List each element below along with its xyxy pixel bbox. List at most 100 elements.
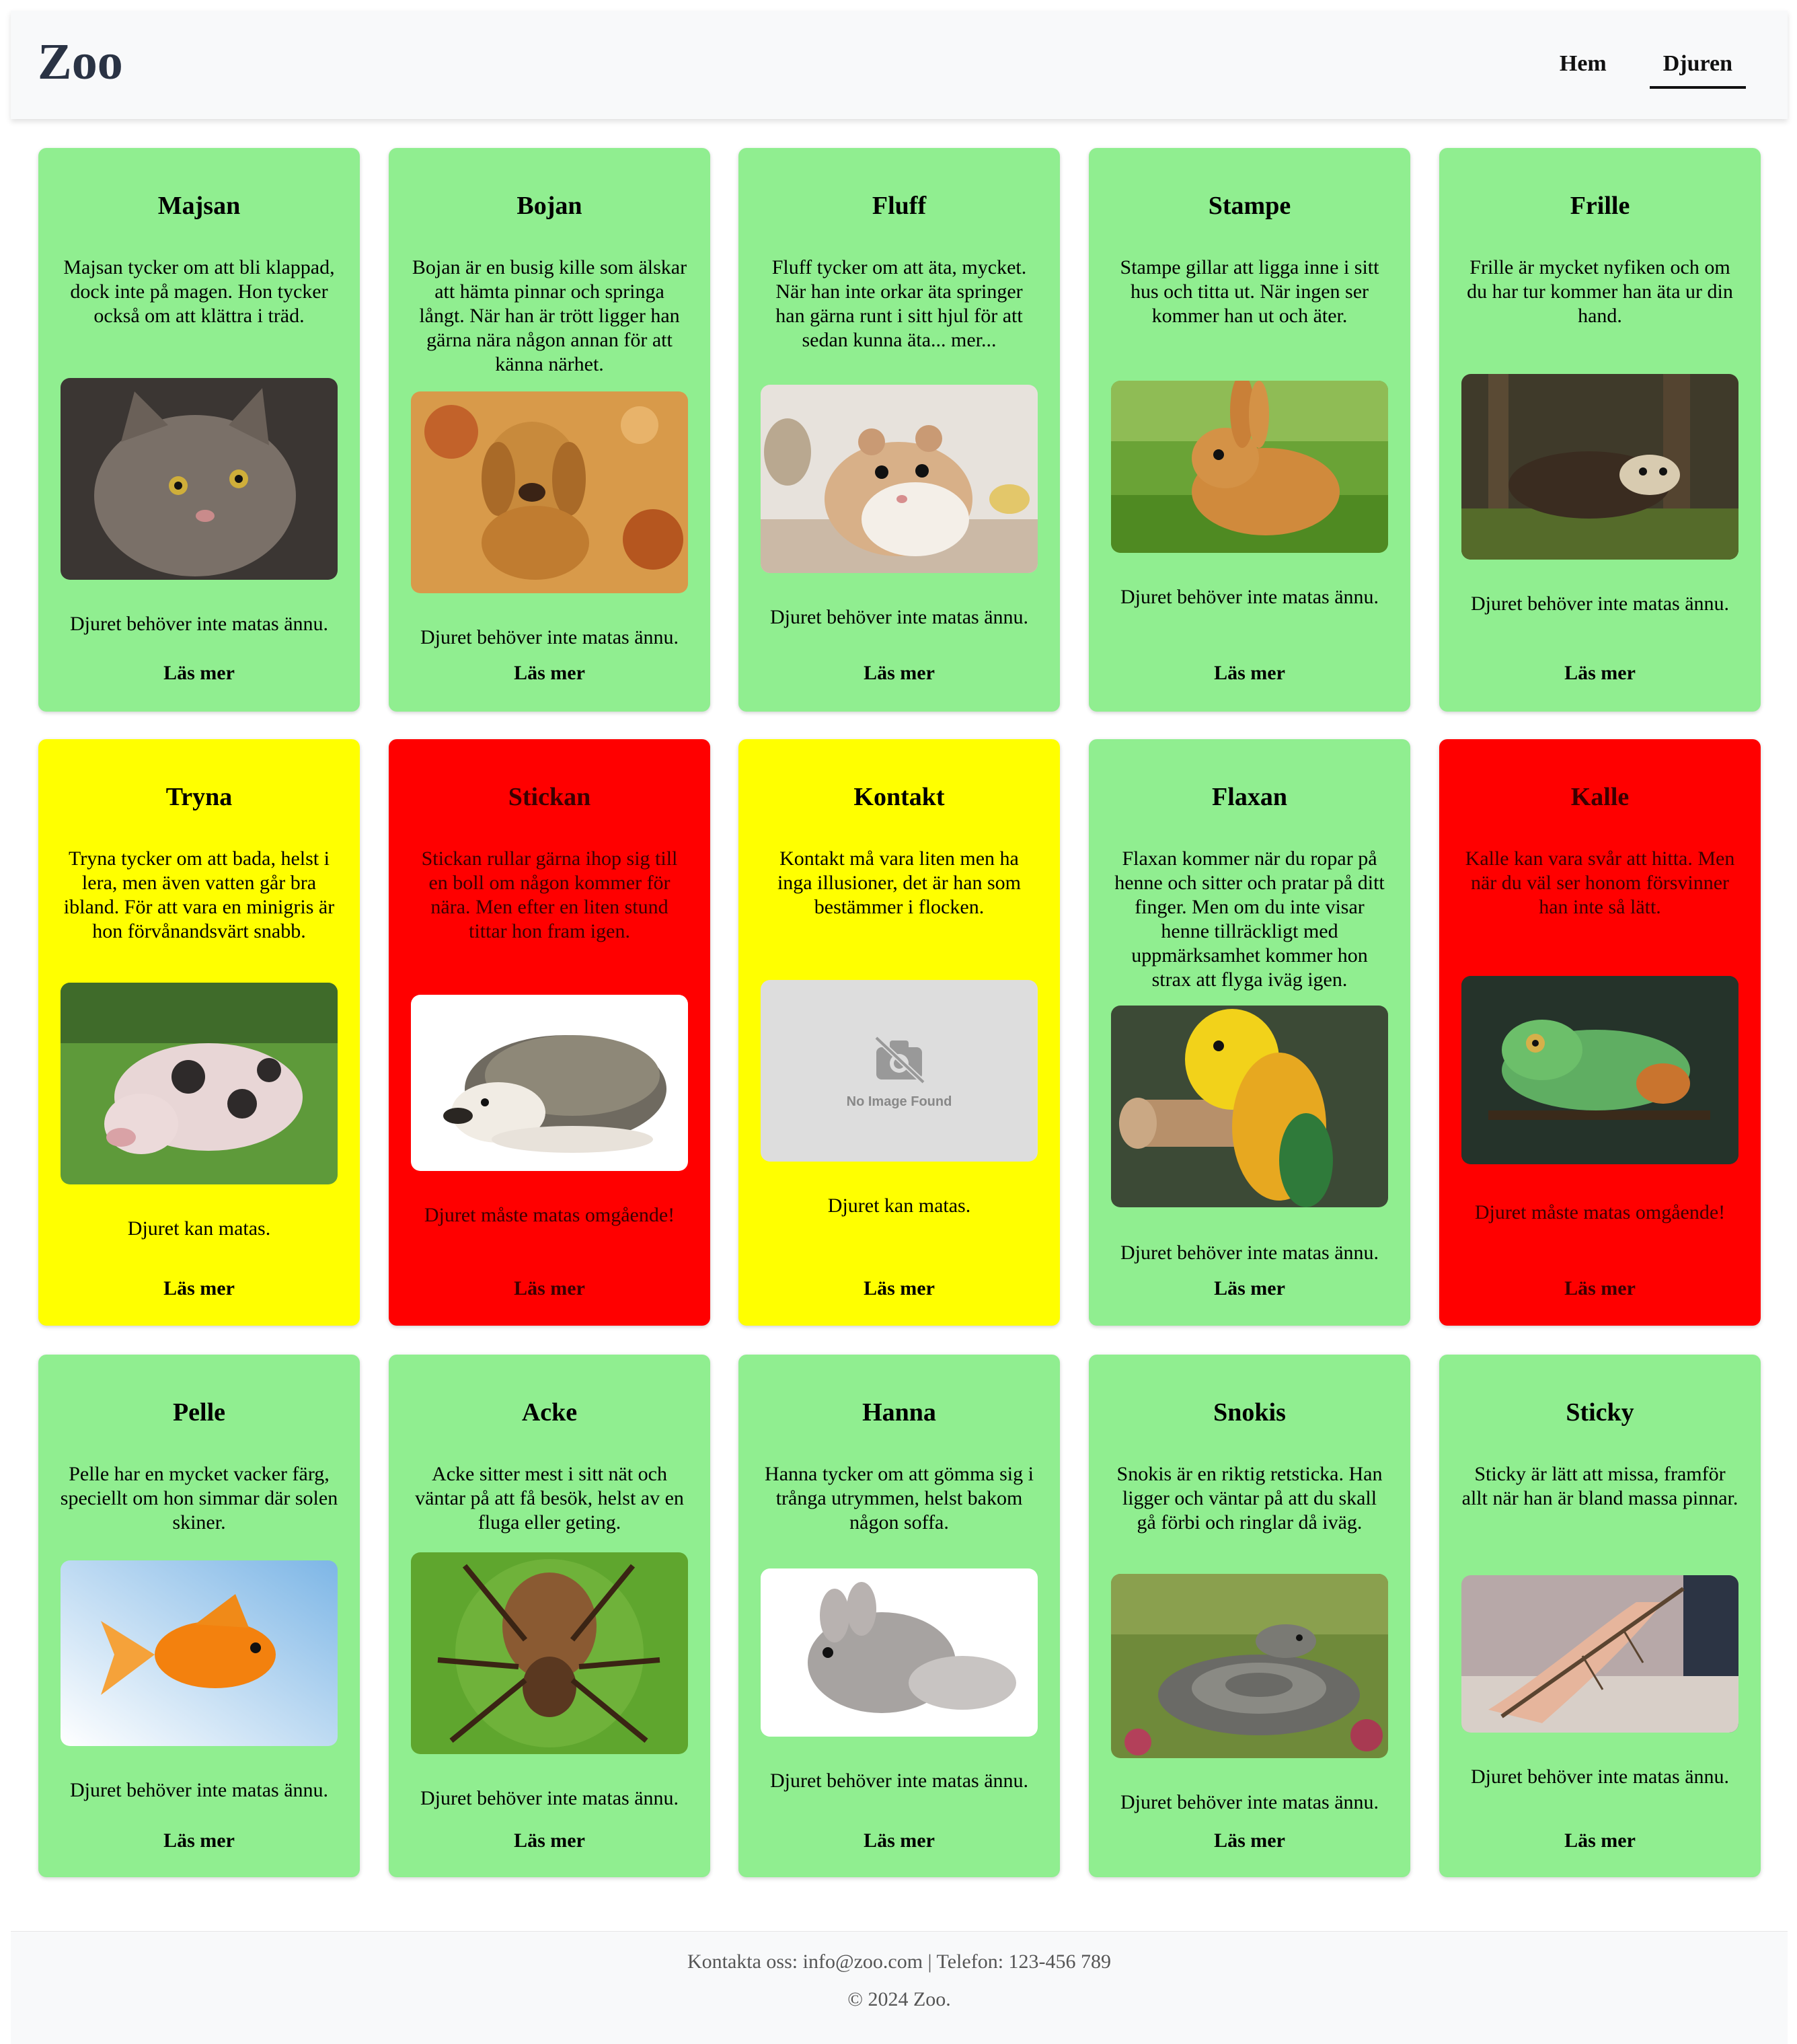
read-more-link[interactable]: Läs mer [1564,662,1636,684]
animal-name: Kontakt [853,783,945,811]
read-more-link[interactable]: Läs mer [864,662,935,684]
animal-card: Tryna Tryna tycker om att bada, helst i … [38,739,360,1326]
cat-image [61,378,338,580]
animal-description: Kalle kan vara svår att hitta. Men när d… [1465,847,1735,918]
parrot-image [1111,1006,1388,1207]
nav-link-hem[interactable]: Hem [1559,51,1607,76]
site-logo[interactable]: Zoo [38,34,123,90]
feeding-status: Djuret behöver inte matas ännu. [1470,1766,1730,1788]
footer-contact: Kontakta oss: info@zoo.com | Telefon: 12… [687,1951,1112,1973]
animal-name: Bojan [517,192,582,220]
animal-photo [411,1552,688,1754]
animal-photo [1461,374,1738,560]
animal-description: Flaxan kommer när du ropar på henne och … [1114,847,1385,991]
animal-name: Frille [1570,192,1630,220]
site-footer: Kontakta oss: info@zoo.com | Telefon: 12… [11,1931,1788,2044]
footer-copyright: © 2024 Zoo. [847,1988,951,2010]
animal-card: Hanna Hanna tycker om att gömma sig i tr… [738,1355,1060,1877]
animal-photo [61,1560,338,1746]
animal-card: Fluff Fluff tycker om att äta, mycket. N… [738,148,1060,712]
animal-card: Stickan Stickan rullar gärna ihop sig ti… [389,739,710,1326]
feeding-status: Djuret behöver inte matas ännu. [1120,1791,1379,1813]
hedgehog-image [411,995,688,1171]
pig-image [61,983,338,1184]
animal-photo [1461,1575,1738,1733]
read-more-link[interactable]: Läs mer [1564,1277,1636,1299]
animal-photo [1111,381,1388,553]
site-header: Zoo Hem Djuren [11,11,1788,119]
animal-card: Frille Frille är mycket nyfiken och om d… [1439,148,1761,712]
ferret-image [1461,374,1738,560]
animal-name: Fluff [872,192,927,220]
animal-photo [761,1568,1038,1737]
feeding-status: Djuret behöver inte matas ännu. [420,1787,679,1809]
feeding-status: Djuret behöver inte matas ännu. [1120,1242,1379,1264]
animal-name: Snokis [1213,1398,1286,1427]
animal-description: Stickan rullar gärna ihop sig till en bo… [421,847,678,942]
feeding-status: Djuret behöver inte matas ännu. [1470,593,1730,615]
animal-name: Stampe [1208,192,1291,220]
animal-photo [761,385,1038,573]
animal-description: Bojan är en busig kille som älskar att h… [412,256,687,375]
read-more-link[interactable]: Läs mer [1564,1829,1636,1852]
animal-name: Majsan [157,192,241,220]
read-more-link[interactable]: Läs mer [163,1277,235,1299]
read-more-link[interactable]: Läs mer [864,1277,935,1299]
animal-photo [61,983,338,1184]
animal-name: Hanna [862,1398,936,1427]
animal-card: Pelle Pelle har en mycket vacker färg, s… [38,1355,360,1877]
animal-name: Stickan [508,783,591,811]
animal-name: Tryna [165,783,233,811]
animal-description: Pelle har en mycket vacker färg, speciel… [60,1463,338,1534]
chinchilla-image [761,1568,1038,1737]
animal-description: Fluff tycker om att äta, mycket. När han… [771,256,1027,351]
animal-description: Frille är mycket nyfiken och om du har t… [1467,256,1733,327]
animal-card: Majsan Majsan tycker om att bli klappad,… [38,148,360,712]
feeding-status: Djuret behöver inte matas ännu. [69,613,329,635]
animal-photo [61,378,338,580]
animal-description: Sticky är lätt att missa, framför allt n… [1461,1463,1738,1509]
feeding-status: Djuret behöver inte matas ännu. [769,1770,1029,1792]
animal-description: Tryna tycker om att bada, helst i lera, … [63,847,335,942]
animal-card: Snokis Snokis är en riktig retsticka. Ha… [1089,1355,1410,1877]
goldfish-image [61,1560,338,1746]
feeding-status: Djuret kan matas. [827,1195,971,1217]
feeding-status: Djuret måste matas omgående! [1474,1201,1726,1223]
read-more-link[interactable]: Läs mer [1214,1829,1285,1852]
feeding-status: Djuret behöver inte matas ännu. [69,1779,329,1801]
animal-card: Bojan Bojan är en busig kille som älskar… [389,148,710,712]
animal-photo [411,391,688,593]
animal-description: Snokis är en riktig retsticka. Han ligge… [1116,1463,1383,1534]
read-more-link[interactable]: Läs mer [864,1829,935,1852]
read-more-link[interactable]: Läs mer [514,662,585,684]
read-more-link[interactable]: Läs mer [514,1829,585,1852]
animal-card: Stampe Stampe gillar att ligga inne i si… [1089,148,1410,712]
feeding-status: Djuret kan matas. [127,1217,271,1240]
animal-description: Hanna tycker om att gömma sig i trånga u… [765,1463,1034,1534]
chameleon-image [1461,976,1738,1164]
feeding-status: Djuret behöver inte matas ännu. [769,606,1029,628]
animal-description: Stampe gillar att ligga inne i sitt hus … [1120,256,1379,327]
animal-photo [1111,1006,1388,1207]
animal-photo [1461,976,1738,1164]
stick-insect-image [1461,1575,1738,1733]
feeding-status: Djuret behöver inte matas ännu. [1120,586,1379,608]
no-image-icon [872,1035,926,1084]
animal-description: Acke sitter mest i sitt nät och väntar p… [415,1463,684,1534]
read-more-link[interactable]: Läs mer [163,1829,235,1852]
animal-photo [1111,1574,1388,1758]
animal-card: Flaxan Flaxan kommer när du ropar på hen… [1089,739,1410,1326]
main-nav: Hem Djuren [1517,51,1746,89]
animal-description: Kontakt må vara liten men ha inga illusi… [777,847,1022,918]
animal-photo [411,995,688,1171]
feeding-status: Djuret måste matas omgående! [424,1204,675,1226]
animal-card: Kalle Kalle kan vara svår att hitta. Men… [1439,739,1761,1326]
read-more-link[interactable]: Läs mer [1214,1277,1285,1299]
read-more-link[interactable]: Läs mer [1214,662,1285,684]
read-more-link[interactable]: Läs mer [514,1277,585,1299]
dog-image [411,391,688,593]
nav-link-djuren[interactable]: Djuren [1649,51,1746,89]
read-more-link[interactable]: Läs mer [163,662,235,684]
animal-name: Sticky [1566,1398,1634,1427]
spider-image [411,1552,688,1754]
